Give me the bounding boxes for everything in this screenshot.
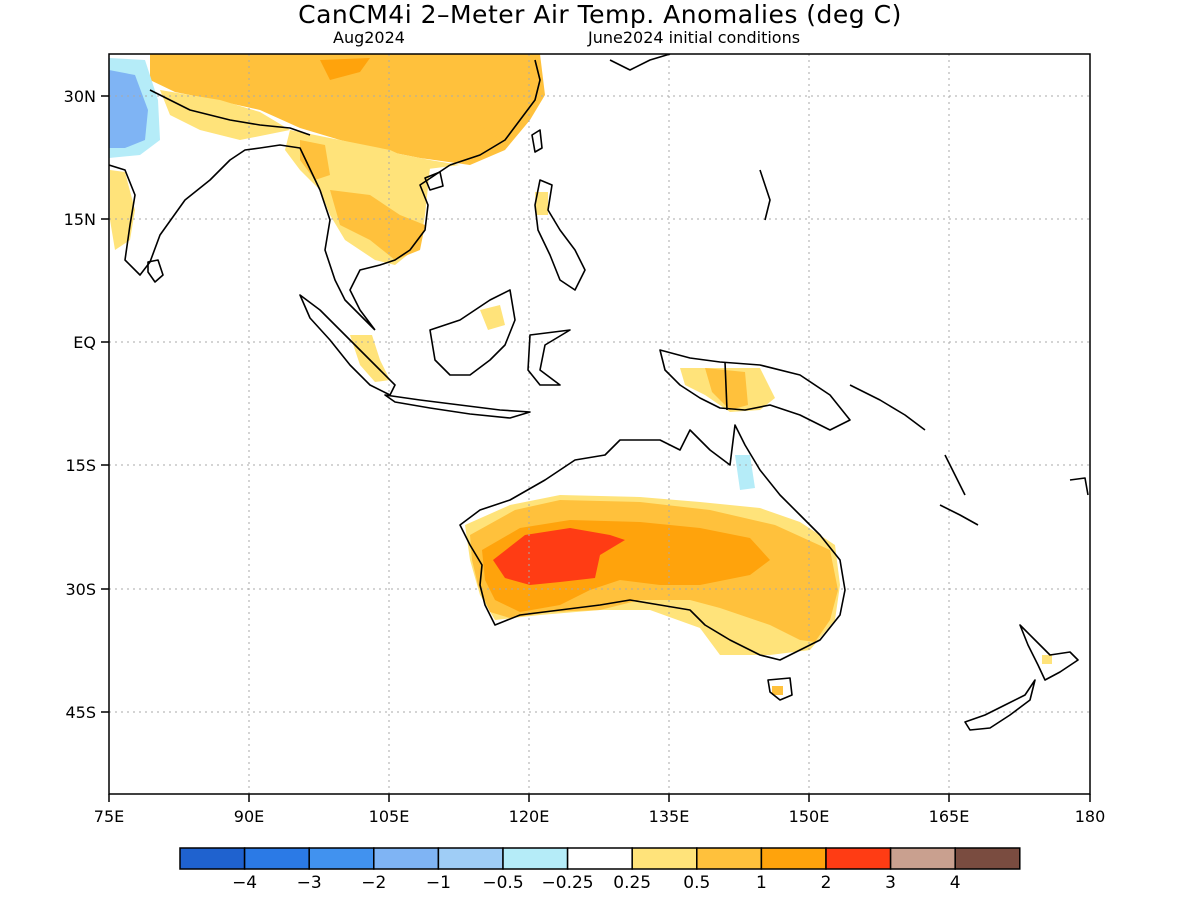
anomaly-region-myanmar [300,140,330,180]
border-png [724,361,728,411]
colorbar-swatch [308,847,375,870]
colorbar-swatch [889,847,956,870]
colorbar-label: −0.5 [482,873,523,893]
lon-tick-label: 120E [509,807,550,826]
anomaly-shading [109,54,1052,695]
coast-newcaledonia [939,504,979,526]
anomaly-region-nz [1042,655,1052,664]
lat-tick-label: 30N [64,87,96,106]
colorbar: −4 −3 −2 −1 −0.5 −0.25 0.25 0.5 1 2 3 4 [179,847,1021,893]
anomaly-region-indochina-05 [330,190,425,260]
anomaly-region-queensland-cold [735,455,755,490]
colorbar-swatch [179,847,246,870]
colorbar-swatch [954,847,1021,870]
plot-frame [108,53,1091,795]
coast-tasmania [767,677,793,701]
lat-tick-label: 30S [65,580,96,599]
anomaly-region-india [110,170,135,250]
coast-indochina [319,164,451,331]
coast-australia [459,424,846,661]
coast-taiwan [531,129,543,153]
coast-sulawesi [527,329,571,386]
coast-java [384,394,531,419]
colorbar-swatch [373,847,440,870]
coast-nz-south [964,679,1036,731]
anomaly-region-nw-india-cold2 [109,70,148,148]
colorbar-label: 2 [821,873,832,893]
coast-china [449,59,541,166]
coast-hainan [424,171,444,191]
colorbar-swatch [566,847,633,870]
coast-srilanka [147,259,164,283]
colorbar-swatch [696,847,763,870]
colorbar-swatch [631,847,698,870]
lon-tick-labels: 75E 90E 105E 120E 135E 150E 165E 180 [94,807,1106,826]
anomaly-region-tibet [320,58,370,80]
lon-tick-label: 135E [649,807,690,826]
colorbar-label: 1 [756,873,767,893]
coast-japan [609,54,671,71]
coast-sumatra [299,294,396,396]
gridlines [109,54,1090,794]
colorbar-swatch [437,847,504,870]
colorbar-swatch [760,847,827,870]
anomaly-region-southchina [470,90,520,140]
coast-newguinea [659,349,851,431]
coast-fiji [1069,477,1089,496]
coastlines [109,54,1089,731]
coast-solomons [849,384,926,431]
colorbar-label: −2 [361,873,386,893]
colorbar-label: 0.25 [613,873,651,893]
init-conditions-label: June2024 initial conditions [588,28,801,47]
coast-philippines [534,179,586,291]
colorbar-label: −0.25 [542,873,594,893]
lon-tick-label: 180 [1075,807,1106,826]
lon-tick-label: 90E [234,807,264,826]
lat-tick-label: 15N [64,210,96,229]
lon-tick-label: 75E [94,807,124,826]
lat-tick-labels: 30N 15N EQ 15S 30S 45S [64,87,96,722]
colorbar-swatch [243,847,310,870]
anomaly-region-tasmania [772,686,783,695]
anomaly-region-china-05 [150,54,545,165]
anomaly-region-borneo [480,305,505,330]
lon-tick-label: 150E [789,807,830,826]
lon-tick-label: 165E [929,807,970,826]
anomaly-region-china-025 [160,90,290,140]
coast-borneo [429,289,516,376]
border-himalaya [149,89,311,136]
colorbar-swatch [825,847,892,870]
lat-tick-label: 15S [65,456,96,475]
colorbar-label: 0.5 [683,873,710,893]
coast-vanuatu [944,454,966,496]
lon-tick-label: 105E [369,807,410,826]
coast-india [109,144,321,276]
coast-nz-north [1019,624,1079,681]
anomaly-region-australia-2 [493,528,625,585]
anomaly-region-philippines [535,192,548,215]
coast-marianas [759,169,771,221]
colorbar-label: 4 [950,873,961,893]
lat-tick-label: EQ [73,333,96,352]
colorbar-swatch [502,847,569,870]
colorbar-label: 3 [885,873,896,893]
colorbar-label: −1 [426,873,451,893]
colorbar-label: −3 [297,873,322,893]
lat-tick-label: 45S [65,703,96,722]
map-title: CanCM4i 2–Meter Air Temp. Anomalies (deg… [298,0,902,29]
colorbar-label: −4 [232,873,257,893]
tick-marks [101,95,1091,802]
valid-month-label: Aug2024 [333,28,405,47]
